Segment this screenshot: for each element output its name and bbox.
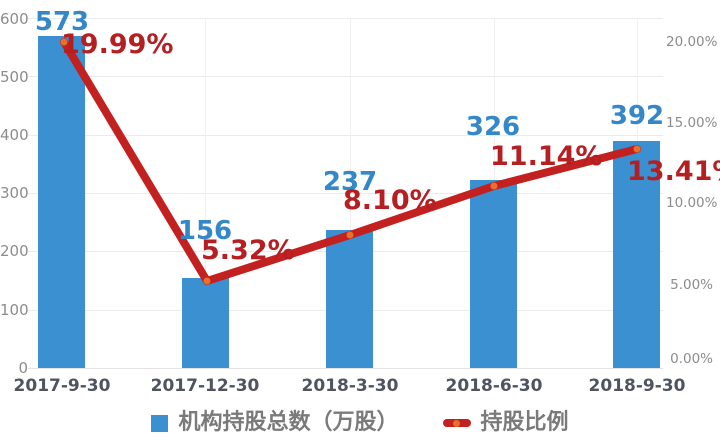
ratio-value-label: 19.99%: [61, 29, 174, 60]
ratio-value-label: 13.41%: [627, 156, 720, 187]
x-axis-label: 2017-12-30: [150, 376, 260, 396]
left-axis-tick: 100: [0, 301, 29, 319]
bar-2017-9-30: [38, 36, 85, 368]
bar-series-swatch: [151, 414, 169, 432]
bar-value-label: 237: [322, 167, 378, 197]
bar-2018-3-30: [326, 230, 373, 368]
gridline: [28, 76, 663, 77]
legend: 机构持股总数（万股） 持股比例: [0, 410, 720, 436]
bar-series-legend-label: 机构持股总数（万股）: [178, 410, 399, 435]
left-axis-tick: 300: [0, 184, 29, 202]
right-axis-tick: 15.00%: [666, 115, 718, 131]
right-axis-tick: 0.00%: [670, 351, 713, 367]
bar-2018-9-30: [613, 141, 660, 368]
bar-value-label: 326: [465, 112, 521, 142]
x-axis-line: [28, 368, 663, 369]
left-axis-tick: 500: [0, 68, 29, 86]
x-axis-label: 2018-9-30: [588, 376, 686, 396]
line-marker: [346, 231, 354, 239]
left-axis-tick: 200: [0, 242, 29, 260]
line-marker-icon: [452, 420, 460, 427]
gridline: [28, 193, 663, 194]
ratio-value-label: 5.32%: [201, 235, 295, 266]
x-axis-label: 2017-9-30: [13, 376, 111, 396]
left-axis-tick: 600: [0, 10, 29, 28]
bar-value-label: 156: [177, 216, 233, 246]
bar-value-label: 573: [34, 7, 90, 37]
line-series-legend-label: 持股比例: [480, 410, 569, 435]
line-marker: [490, 182, 498, 190]
ratio-value-label: 11.14%: [490, 141, 603, 172]
gridline: [28, 135, 663, 136]
left-axis-tick: 0: [18, 359, 28, 377]
line-series-swatch: [442, 419, 471, 427]
left-axis-tick: 400: [0, 126, 29, 144]
gridline: [350, 18, 351, 368]
right-axis-tick: 5.00%: [670, 277, 713, 293]
line-marker: [203, 277, 211, 285]
gridline: [28, 18, 663, 19]
ratio-value-label: 8.10%: [343, 185, 437, 216]
bar-2017-12-30: [182, 278, 229, 368]
bar-2018-6-30: [470, 180, 517, 368]
x-axis-label: 2018-6-30: [445, 376, 543, 396]
line-marker: [633, 145, 641, 153]
line-marker: [60, 38, 68, 46]
gridline: [205, 18, 206, 368]
right-axis-tick: 20.00%: [666, 34, 718, 50]
x-axis-label: 2018-3-30: [301, 376, 399, 396]
bar-value-label: 392: [609, 101, 665, 131]
right-axis-tick: 10.00%: [666, 195, 718, 211]
